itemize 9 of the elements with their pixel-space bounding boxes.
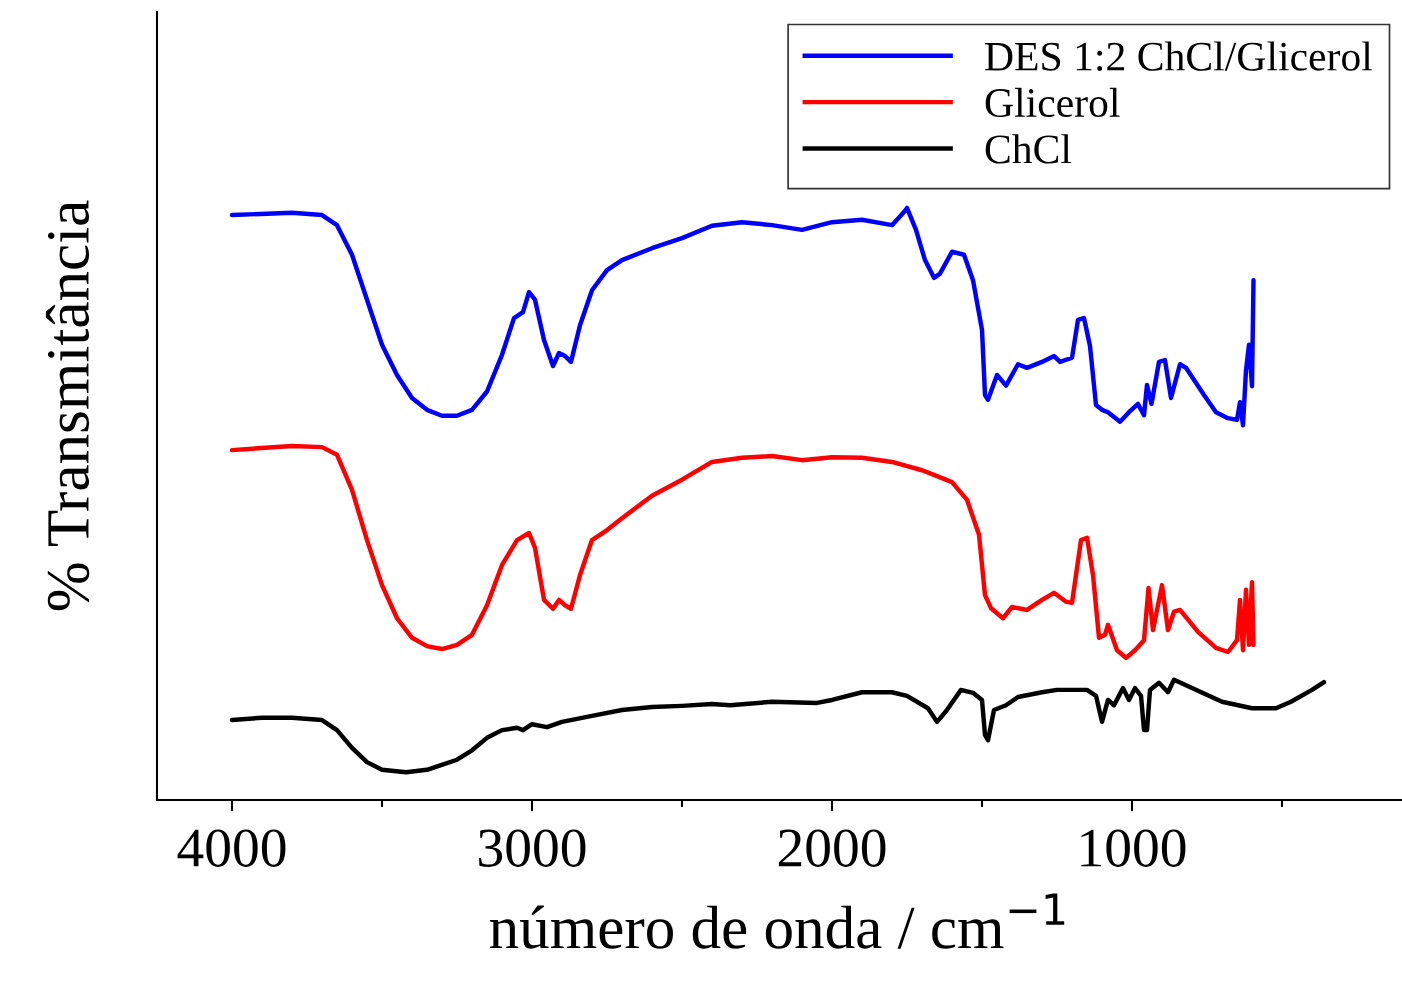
y-axis-title: % Transmitância bbox=[45, 200, 90, 611]
legend-label: DES 1:2 ChCl/Glicerol bbox=[985, 41, 1372, 71]
x-axis-title: número de onda / cm$^{−1}$ bbox=[490, 893, 1065, 949]
x-tick-label: 4000 bbox=[177, 829, 286, 867]
x-tick-label: 2000 bbox=[778, 829, 886, 867]
legend-label: ChCl bbox=[985, 134, 1072, 164]
legend-label: Glicerol bbox=[985, 87, 1120, 118]
x-tick-label: 3000 bbox=[479, 829, 586, 867]
x-tick-label: 1000 bbox=[1081, 829, 1186, 867]
